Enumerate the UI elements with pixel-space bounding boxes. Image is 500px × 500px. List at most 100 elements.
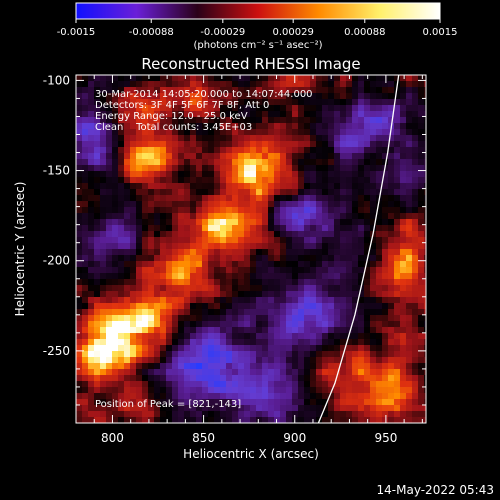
heatmap-cell — [418, 297, 425, 304]
heatmap-cell — [88, 213, 95, 220]
heatmap-cell — [166, 111, 173, 118]
heatmap-cell — [298, 375, 305, 382]
heatmap-cell — [232, 381, 239, 388]
heatmap-cell — [334, 159, 341, 166]
heatmap-cell — [202, 291, 209, 298]
heatmap-cell — [88, 273, 95, 280]
heatmap-cell — [340, 225, 347, 232]
heatmap-cell — [136, 363, 143, 370]
heatmap-cell — [148, 129, 155, 136]
heatmap-cell — [208, 333, 215, 340]
heatmap-cell — [262, 357, 269, 364]
heatmap-cell — [94, 123, 101, 130]
heatmap-cell — [274, 387, 281, 394]
heatmap-cell — [286, 129, 293, 136]
heatmap-cell — [334, 243, 341, 250]
heatmap-cell — [256, 165, 263, 172]
heatmap-cell — [154, 387, 161, 394]
heatmap-cell — [364, 369, 371, 376]
heatmap-cell — [394, 99, 401, 106]
heatmap-cell — [406, 405, 413, 412]
heatmap-cell — [196, 99, 203, 106]
heatmap-cell — [334, 411, 341, 418]
heatmap-cell — [82, 255, 89, 262]
heatmap-cell — [142, 159, 149, 166]
heatmap-cell — [298, 93, 305, 100]
heatmap-cell — [262, 213, 269, 220]
heatmap-cell — [274, 351, 281, 358]
heatmap-cell — [334, 123, 341, 130]
heatmap-cell — [178, 219, 185, 226]
heatmap-cell — [274, 339, 281, 346]
heatmap-cell — [346, 387, 353, 394]
heatmap-cell — [76, 273, 83, 280]
heatmap-cell — [118, 393, 125, 400]
heatmap-cell — [202, 339, 209, 346]
heatmap-cell — [94, 309, 101, 316]
heatmap-cell — [346, 285, 353, 292]
heatmap-cell — [370, 345, 377, 352]
heatmap-cell — [82, 213, 89, 220]
heatmap-cell — [388, 381, 395, 388]
heatmap-cell — [202, 171, 209, 178]
heatmap-cell — [328, 249, 335, 256]
heatmap-cell — [190, 153, 197, 160]
heatmap-cell — [130, 351, 137, 358]
heatmap-cell — [100, 219, 107, 226]
heatmap-cell — [244, 237, 251, 244]
heatmap-cell — [166, 135, 173, 142]
heatmap-cell — [196, 393, 203, 400]
heatmap-cell — [118, 387, 125, 394]
heatmap-cell — [280, 387, 287, 394]
heatmap-cell — [334, 183, 341, 190]
heatmap-cell — [124, 111, 131, 118]
heatmap-cell — [382, 267, 389, 274]
heatmap-cell — [340, 339, 347, 346]
heatmap-cell — [178, 291, 185, 298]
heatmap-cell — [118, 363, 125, 370]
heatmap-cell — [256, 411, 263, 418]
heatmap-cell — [160, 279, 167, 286]
heatmap-cell — [364, 333, 371, 340]
heatmap-cell — [196, 207, 203, 214]
heatmap-cell — [304, 81, 311, 88]
heatmap-cell — [154, 285, 161, 292]
heatmap-cell — [190, 411, 197, 418]
heatmap-cell — [352, 141, 359, 148]
heatmap-cell — [412, 189, 419, 196]
heatmap-cell — [406, 351, 413, 358]
heatmap-cell — [148, 93, 155, 100]
heatmap-cell — [304, 363, 311, 370]
heatmap-cell — [142, 351, 149, 358]
heatmap-cell — [358, 225, 365, 232]
heatmap-cell — [130, 93, 137, 100]
heatmap-cell — [250, 153, 257, 160]
heatmap-cell — [322, 213, 329, 220]
plot-area: 800 850 900 950 -100-150-200-250 30-Mar-201… — [43, 73, 427, 445]
heatmap-cell — [280, 297, 287, 304]
heatmap-cell — [418, 177, 425, 184]
heatmap-cell — [148, 309, 155, 316]
heatmap-cell — [346, 267, 353, 274]
heatmap-cell — [268, 123, 275, 130]
heatmap-cell — [316, 195, 323, 202]
heatmap-cell — [178, 81, 185, 88]
heatmap-cell — [394, 351, 401, 358]
heatmap-cell — [130, 279, 137, 286]
heatmap-cell — [178, 369, 185, 376]
heatmap-cell — [274, 195, 281, 202]
heatmap-cell — [196, 273, 203, 280]
heatmap-cell — [178, 405, 185, 412]
heatmap-cell — [226, 153, 233, 160]
heatmap-cell — [178, 117, 185, 124]
heatmap-cell — [328, 393, 335, 400]
heatmap-cell — [88, 387, 95, 394]
heatmap-cell — [304, 255, 311, 262]
heatmap-cell — [184, 129, 191, 136]
heatmap-cell — [94, 171, 101, 178]
heatmap-cell — [190, 237, 197, 244]
heatmap-cell — [244, 297, 251, 304]
heatmap-cell — [322, 171, 329, 178]
heatmap-cell — [178, 111, 185, 118]
heatmap-cell — [406, 225, 413, 232]
